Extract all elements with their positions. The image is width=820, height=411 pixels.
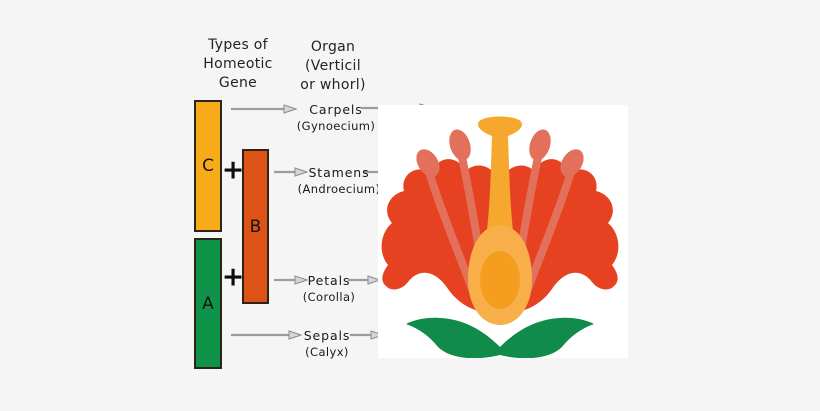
organ-name: Stamens [308, 165, 370, 180]
organ-subtitle: (Androecium) [297, 182, 381, 196]
gene-column-header-line: Homeotic [203, 56, 273, 72]
organ-column-header-line: (Verticil [305, 58, 361, 74]
organ-name: Carpels [309, 102, 363, 117]
organ-column-header: Organ (Verticil or whorl) [283, 38, 383, 95]
flower-sepal-right [500, 317, 594, 358]
carpels-arrow-from-gene [231, 104, 297, 114]
organ-label-stamens: Stamens (Androecium) [294, 164, 384, 198]
flower-pistil [478, 116, 522, 247]
stamen-anther-outer-left [416, 149, 440, 177]
organ-subtitle: (Calyx) [305, 345, 349, 359]
organ-subtitle: (Gynoecium) [296, 119, 376, 133]
organ-name: Sepals [303, 328, 351, 343]
organ-subtitle: (Corolla) [302, 290, 356, 304]
flower-ovule [480, 251, 520, 309]
petals-arrow-from-gene [274, 275, 308, 285]
sepals-arrow-to-flower [350, 330, 384, 340]
petals-arrow-to-flower [348, 275, 381, 285]
organ-label-sepals: Sepals (Calyx) [296, 327, 358, 361]
stamen-anther-inner-left [449, 129, 471, 161]
organ-column-header-line: Organ [310, 39, 356, 55]
plus-sign-c-b: + [221, 154, 245, 186]
gene-bar-c: C [194, 100, 222, 232]
gene-bar-b-label: B [249, 216, 262, 237]
sepals-arrow-from-gene [231, 330, 302, 340]
flower-illustration [381, 116, 619, 358]
organ-column-header-line: or whorl) [300, 77, 366, 93]
stamens-arrow-from-gene [274, 167, 308, 177]
stamen-anther-outer-right [560, 149, 584, 177]
organ-label-carpels: Carpels (Gynoecium) [290, 101, 382, 135]
gene-column-header-line: Gene [218, 75, 258, 91]
gene-bar-b: B [242, 149, 269, 304]
gene-bar-c-label: C [202, 156, 214, 176]
flower-sepal-left [406, 317, 500, 358]
gene-bar-a-label: A [202, 293, 214, 314]
organ-name: Petals [307, 273, 351, 288]
gene-column-header: Types of Homeotic Gene [190, 36, 286, 93]
flower-illustration-panel [378, 105, 628, 358]
gene-column-header-line: Types of [208, 37, 268, 53]
gene-bar-a: A [194, 238, 222, 369]
plus-sign-a-b: + [221, 261, 245, 293]
organ-label-petals: Petals (Corolla) [294, 272, 364, 306]
stamen-anther-inner-right [529, 129, 551, 161]
